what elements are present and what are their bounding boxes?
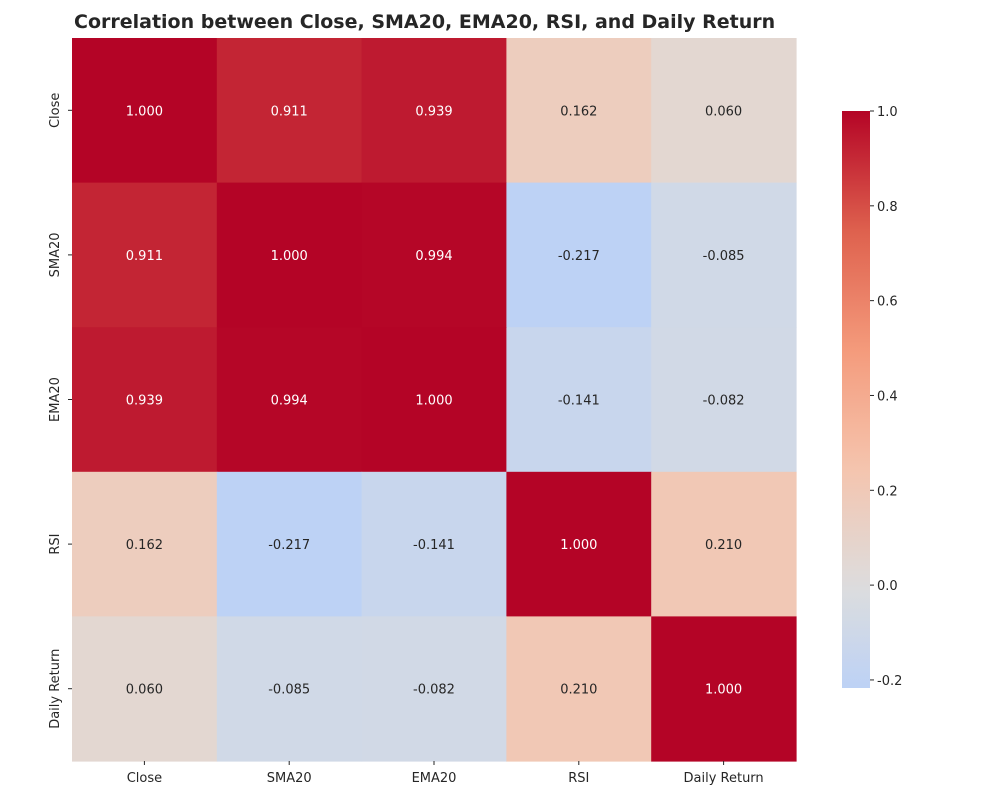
- cell-value-label: 0.210: [560, 683, 597, 698]
- cell-value-label: 1.000: [560, 538, 597, 553]
- cell-value-label: -0.085: [268, 683, 310, 698]
- heatmap-cell: [72, 182, 218, 328]
- y-tick-label: Daily Return: [48, 649, 63, 729]
- cell-value-label: 1.000: [126, 104, 163, 119]
- heatmap-cell: [72, 616, 218, 762]
- heatmap-cell: [72, 327, 218, 473]
- colorbar-tick-label: 0.2: [877, 484, 898, 499]
- cell-value-label: 0.162: [126, 538, 163, 553]
- heatmap-cell: [506, 38, 652, 184]
- x-tick-label: EMA20: [412, 771, 457, 786]
- cell-value-label: 1.000: [271, 249, 308, 264]
- heatmap-cell: [216, 38, 363, 184]
- heatmap-cell: [361, 327, 507, 473]
- colorbar-tick-label: 0.8: [877, 200, 898, 215]
- colorbar-tick-label: 1.0: [877, 105, 898, 120]
- heatmap-cell: [72, 38, 218, 184]
- y-tick-label: RSI: [48, 534, 63, 555]
- cell-value-label: -0.217: [268, 538, 310, 553]
- cell-value-label: 1.000: [415, 394, 452, 409]
- heatmap-cell: [361, 471, 507, 617]
- heatmap-cell: [506, 616, 652, 762]
- colorbar-tick-label: 0.4: [877, 389, 898, 404]
- cell-value-label: 0.060: [126, 683, 163, 698]
- heatmap-cell: [651, 471, 797, 617]
- heatmap-cell: [506, 327, 652, 473]
- cell-value-label: 0.911: [126, 249, 163, 264]
- heatmap-cell: [651, 327, 797, 473]
- heatmap-cell: [506, 182, 652, 328]
- colorbar-tick-label: 0.0: [877, 579, 898, 594]
- cell-value-label: -0.085: [703, 249, 745, 264]
- heatmap-cell: [216, 327, 363, 473]
- heatmap-cell: [651, 182, 797, 328]
- cell-value-label: 0.911: [271, 104, 308, 119]
- heatmap-cell: [72, 471, 218, 617]
- heatmap-cell: [361, 616, 507, 762]
- x-tick-label: Daily Return: [684, 771, 764, 786]
- heatmap-cell: [506, 471, 652, 617]
- cell-value-label: 0.060: [705, 104, 742, 119]
- cell-value-label: 0.210: [705, 538, 742, 553]
- cell-value-label: 0.939: [415, 104, 452, 119]
- heatmap-cell: [361, 38, 507, 184]
- colorbar: [842, 111, 870, 688]
- heatmap-cell: [651, 616, 797, 762]
- x-tick-label: Close: [127, 771, 162, 786]
- cell-value-label: -0.141: [558, 394, 600, 409]
- cell-value-label: 0.994: [415, 249, 452, 264]
- cell-value-label: 0.939: [126, 394, 163, 409]
- colorbar-tick-label: -0.2: [877, 674, 902, 689]
- chart-title: Correlation between Close, SMA20, EMA20,…: [74, 11, 776, 33]
- x-tick-label: SMA20: [267, 771, 312, 786]
- heatmap-cell: [216, 182, 363, 328]
- x-tick-label: RSI: [568, 771, 589, 786]
- colorbar-tick-label: 0.6: [877, 295, 898, 310]
- heatmap-cell: [216, 616, 363, 762]
- y-tick-label: EMA20: [48, 377, 63, 422]
- cell-value-label: -0.217: [558, 249, 600, 264]
- heatmap-cell: [216, 471, 363, 617]
- heatmap-cell: [361, 182, 507, 328]
- cell-value-label: 0.162: [560, 104, 597, 119]
- cell-value-label: -0.082: [413, 683, 455, 698]
- heatmap-cell: [651, 38, 797, 184]
- y-tick-label: SMA20: [48, 232, 63, 277]
- cell-value-label: 0.994: [271, 394, 308, 409]
- y-tick-label: Close: [48, 93, 63, 128]
- cell-value-label: -0.082: [703, 394, 745, 409]
- cell-value-label: -0.141: [413, 538, 455, 553]
- cell-value-label: 1.000: [705, 683, 742, 698]
